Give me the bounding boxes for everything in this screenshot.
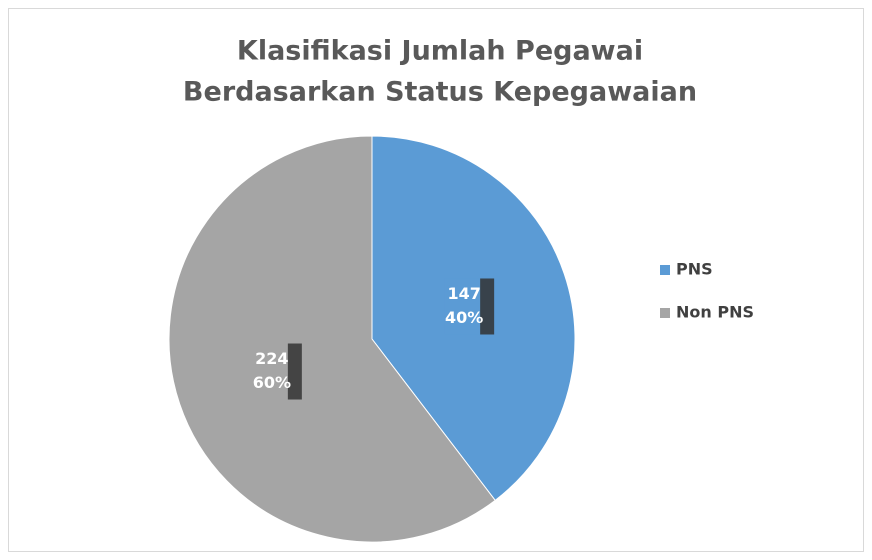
legend-label: Non PNS [676,303,754,322]
legend-label: PNS [676,260,713,279]
pie-slice [168,135,496,543]
label-shade [287,343,302,400]
label-shade [480,278,495,335]
data-label: 224 [255,349,288,368]
legend-swatch [660,265,670,275]
chart-title: Klasifikasi Jumlah Pegawai [237,36,643,67]
data-label: 60% [253,373,291,392]
chart-title: Berdasarkan Status Kepegawaian [183,77,697,108]
data-label: 40% [445,308,483,327]
data-label: 147 [447,284,480,303]
legend-swatch [660,308,670,318]
